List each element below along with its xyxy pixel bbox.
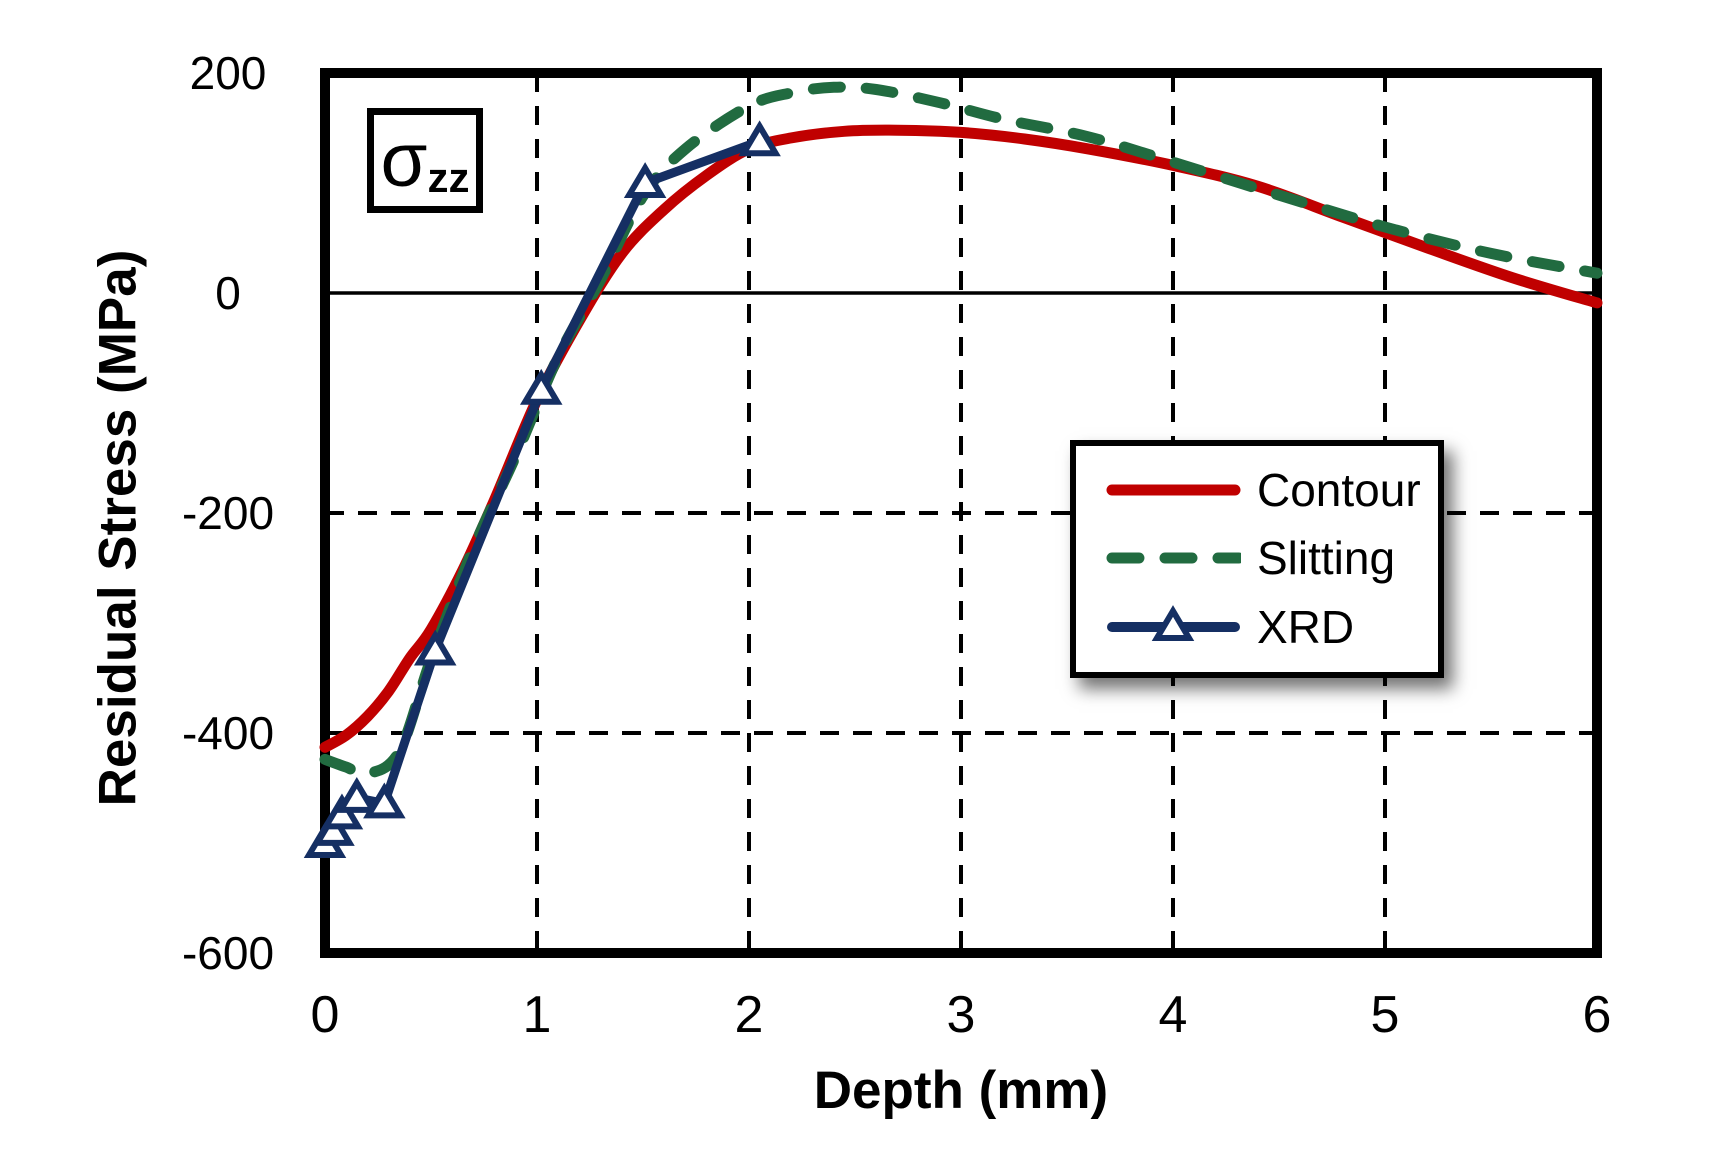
sigma-zz-annotation: σ zz	[367, 108, 483, 213]
xrd-data-marker	[335, 777, 379, 813]
legend: Contour Slitting XRD	[1070, 440, 1444, 678]
legend-label-xrd: XRD	[1257, 601, 1355, 653]
xrd-data-marker	[738, 120, 781, 157]
slitting-dash-swatch-icon	[1106, 552, 1241, 564]
y-tick-label: 200	[190, 47, 267, 99]
y-tick-label: 0	[215, 267, 241, 319]
x-tick-label: 3	[947, 986, 976, 1044]
contour-line-swatch-icon	[1106, 484, 1241, 496]
sigma-symbol: σ	[380, 117, 428, 203]
xrd-data-marker	[623, 162, 667, 198]
plot-border	[320, 68, 1602, 958]
x-tick-label: 5	[1371, 986, 1400, 1044]
legend-item-xrd: XRD	[1106, 599, 1438, 655]
xrd-marker-swatch-icon	[1107, 605, 1240, 641]
xrd-data-marker	[519, 368, 563, 405]
sigma-subscript: zz	[427, 153, 470, 201]
legend-item-slitting: Slitting	[1106, 531, 1438, 585]
xrd-data-marker	[363, 782, 406, 819]
y-tick-label: -600	[182, 927, 274, 979]
x-tick-label: 4	[1159, 986, 1188, 1044]
series-xrd-line	[320, 136, 765, 848]
x-tick-label: 1	[523, 986, 552, 1044]
x-tick-label: 6	[1583, 986, 1612, 1044]
y-tick-label: -400	[182, 707, 274, 759]
legend-item-contour: Contour	[1106, 463, 1438, 517]
x-tick-label: 0	[311, 986, 340, 1044]
x-tick-label: 2	[735, 986, 764, 1044]
legend-label-slitting: Slitting	[1257, 532, 1396, 584]
x-axis-title: Depth (mm)	[813, 1061, 1109, 1120]
legend-label-contour: Contour	[1257, 464, 1421, 516]
xrd-data-marker	[413, 629, 457, 666]
y-axis-title: Residual Stress (MPa)	[88, 249, 148, 807]
y-tick-label: -200	[182, 487, 274, 539]
